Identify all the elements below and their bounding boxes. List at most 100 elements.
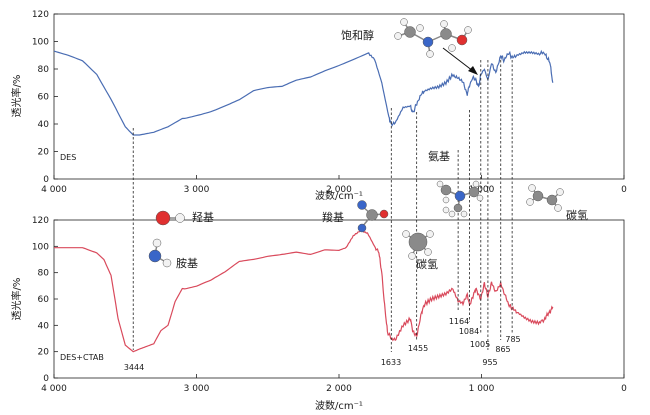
peak-label-3444: 3444	[124, 363, 144, 372]
upper-spectrum-line	[53, 49, 554, 136]
atom	[546, 194, 558, 206]
atom	[408, 252, 416, 260]
atom	[152, 238, 162, 248]
annotation-ch-right: 碳氢	[566, 208, 588, 222]
upper-x-ticks: 4 000 3 000 2 000 1 000 0	[41, 175, 627, 195]
atom	[416, 24, 424, 32]
upper-y-tick-label: 20	[38, 148, 50, 158]
atom	[357, 200, 367, 210]
upper-y-tick-label: 0	[43, 175, 49, 185]
upper-x-tick-label: 2 000	[326, 185, 352, 195]
atom	[175, 213, 185, 223]
atom	[426, 50, 434, 58]
upper-y-tick-label: 80	[38, 65, 50, 75]
peak-label-1455: 1455	[408, 344, 428, 353]
amine-molecule-icon	[436, 180, 484, 218]
atom	[440, 184, 452, 196]
annotation-saturated-alcohol: 饱和醇	[341, 28, 374, 42]
atom	[476, 194, 484, 202]
lower-y-ticks: 0 20 40 60 80 100 120	[32, 216, 58, 384]
annotation-carboxyl: 羧基	[322, 210, 344, 224]
lower-x-axis-label: 波数/cm⁻¹	[315, 399, 363, 412]
peak-guide-lines	[132, 60, 513, 352]
saturated-alcohol-molecule-icon	[394, 18, 472, 58]
atom	[556, 188, 564, 196]
lower-x-tick-label: 1 000	[469, 384, 495, 394]
atom	[472, 180, 480, 188]
atom	[440, 20, 448, 28]
upper-panel: 0 20 40 60 80 100 120 4 000 3 000 2 000 1 000 0 透光…	[10, 10, 627, 202]
lower-y-tick-label: 20	[38, 348, 50, 358]
hydrocarbon-molecule-icon	[526, 184, 564, 212]
lower-plot-frame	[53, 219, 625, 379]
atom	[453, 203, 463, 213]
upper-y-ticks: 0 20 40 60 80 100 120	[32, 10, 58, 185]
lower-y-tick-label: 0	[43, 374, 49, 384]
atom	[162, 258, 172, 268]
atom	[366, 209, 378, 221]
atom	[528, 184, 536, 192]
lower-y-tick-label: 80	[38, 269, 50, 279]
atom	[400, 18, 408, 26]
lower-x-ticks: 4 000 3 000 2 000 1 000 0	[41, 374, 627, 394]
lower-panel-label: DES+CTAB	[60, 353, 104, 362]
upper-panel-label: DES	[60, 153, 76, 162]
peak-label-1005: 1005	[470, 340, 490, 349]
lower-x-tick-label: 3 000	[184, 384, 210, 394]
atom	[155, 210, 171, 226]
annotation-amine: 氨基	[428, 150, 450, 163]
atom	[408, 232, 428, 252]
atom	[526, 198, 534, 206]
upper-y-tick-label: 40	[38, 120, 50, 130]
lower-x-tick-label: 0	[621, 384, 627, 394]
upper-y-tick-label: 120	[32, 10, 49, 20]
upper-x-axis-label: 波数/cm⁻¹	[315, 189, 363, 202]
atom	[448, 44, 456, 52]
atom	[454, 190, 466, 202]
atom	[442, 206, 450, 214]
carboxyl-molecule-icon	[357, 200, 389, 233]
lower-spectrum-line	[54, 229, 554, 353]
atom	[404, 26, 416, 38]
annotation-ch-upper: 碳氢	[416, 257, 438, 271]
atom	[426, 230, 434, 238]
peak-label-955: 955	[482, 358, 497, 367]
lower-y-tick-label: 40	[38, 321, 50, 331]
lower-x-tick-label: 4 000	[41, 384, 67, 394]
lower-y-tick-label: 120	[32, 216, 49, 226]
peak-label-785: 785	[505, 335, 520, 344]
upper-plot-frame	[53, 13, 625, 180]
atom	[436, 180, 444, 188]
lower-y-tick-label: 60	[38, 295, 50, 305]
annotation-hydroxyl: 羟基	[192, 210, 214, 224]
atom	[532, 190, 544, 202]
upper-x-tick-label: 0	[621, 185, 627, 195]
alcohol-arrow	[442, 47, 478, 75]
peak-label-1633: 1633	[381, 358, 401, 367]
lower-y-tick-label: 100	[32, 242, 49, 252]
atom	[468, 186, 480, 198]
atom	[554, 204, 562, 212]
peak-label-1164: 1164	[449, 317, 469, 326]
atom	[379, 209, 389, 219]
atom	[394, 32, 402, 40]
atom	[402, 230, 410, 238]
peak-label-1084: 1084	[459, 327, 479, 336]
hydroxyl-molecule-icon	[155, 210, 185, 226]
upper-y-axis-label: 透光率/%	[10, 75, 23, 118]
atom	[442, 196, 450, 204]
atom	[422, 36, 434, 48]
atom	[456, 34, 468, 46]
lower-x-tick-label: 2 000	[326, 384, 352, 394]
atom	[424, 248, 432, 256]
amino-molecule-icon	[148, 238, 172, 268]
atom	[148, 249, 162, 263]
atom	[460, 210, 468, 218]
lower-y-axis-label: 透光率/%	[10, 278, 23, 321]
upper-x-tick-label: 3 000	[184, 185, 210, 195]
upper-y-tick-label: 100	[32, 38, 49, 48]
upper-x-tick-label: 1 000	[469, 185, 495, 195]
peak-label-865: 865	[495, 345, 510, 354]
